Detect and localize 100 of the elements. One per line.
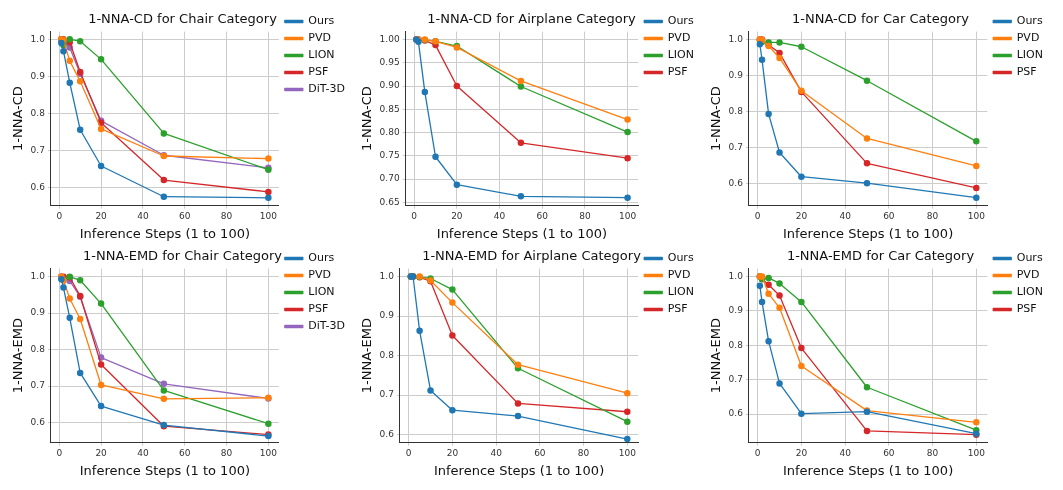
- y-tick-label: 0.7: [30, 380, 45, 391]
- chart-title: 1-NNA-CD for Chair Category: [88, 11, 278, 27]
- legend-label: Ours: [667, 251, 694, 265]
- y-tick-label: 0.95: [379, 57, 400, 68]
- legend-label: PSF: [667, 302, 688, 316]
- y-tick-label: 0.8: [30, 107, 46, 118]
- y-tick-label: 1.0: [728, 270, 744, 281]
- legend-label: LION: [308, 285, 335, 299]
- legend-label: PVD: [308, 31, 331, 45]
- x-tick-label: 60: [883, 211, 895, 222]
- chart-title: 1-NNA-EMD for Airplane Category: [422, 248, 642, 264]
- legend-label: LION: [667, 48, 695, 62]
- y-tick-label: 1.0: [379, 270, 395, 281]
- y-tick-label: 1.0: [30, 33, 46, 44]
- y-tick-label: 0.8: [728, 106, 744, 117]
- y-tick-label: 0.6: [379, 429, 395, 440]
- x-tick-label: 100: [967, 448, 986, 459]
- y-tick-label: 0.9: [728, 69, 744, 80]
- legend-label: LION: [667, 285, 695, 299]
- y-tick-label: 0.8: [30, 343, 46, 354]
- y-tick-label: 0.8: [728, 339, 744, 350]
- y-tick-label: 0.9: [728, 305, 744, 316]
- x-tick-label: 20: [451, 211, 463, 222]
- x-tick-label: 20: [95, 448, 108, 459]
- y-axis-title: 1-NNA-CD: [10, 86, 26, 151]
- x-tick-label: 100: [967, 211, 986, 222]
- y-axis-title: 1-NNA-CD: [708, 86, 724, 151]
- y-tick-label: 0.9: [30, 307, 46, 318]
- legend-label: LION: [308, 48, 335, 62]
- x-axis-title: Inference Steps (1 to 100): [782, 462, 954, 478]
- x-tick-label: 40: [839, 448, 852, 459]
- x-tick-label: 80: [220, 211, 233, 222]
- x-tick-label: 60: [883, 448, 895, 459]
- legend-label: PSF: [1016, 65, 1037, 79]
- y-tick-label: 0.6: [728, 178, 744, 189]
- x-tick-label: 60: [534, 448, 546, 459]
- x-tick-label: 0: [405, 448, 412, 459]
- legend-label: LION: [1016, 285, 1044, 299]
- x-tick-label: 100: [259, 211, 278, 222]
- legend-label: Ours: [308, 14, 335, 28]
- chart-title: 1-NNA-EMD for Chair Category: [82, 248, 283, 264]
- legend-label: PSF: [308, 65, 329, 79]
- x-tick-label: 60: [179, 448, 191, 459]
- y-tick-label: 0.65: [379, 196, 400, 207]
- x-axis-title: Inference Steps (1 to 100): [79, 225, 251, 241]
- y-tick-label: 0.8: [379, 349, 395, 360]
- legend-label: DiT-3D: [308, 319, 346, 333]
- y-axis-title: 1-NNA-EMD: [359, 318, 375, 394]
- legend-label: Ours: [1016, 251, 1043, 265]
- legend-label: PVD: [667, 31, 691, 45]
- legend-label: PVD: [1016, 31, 1040, 45]
- y-axis-title: 1-NNA-EMD: [10, 318, 26, 394]
- x-axis-title: Inference Steps (1 to 100): [782, 225, 954, 241]
- x-tick-label: 20: [95, 211, 108, 222]
- legend-label: PSF: [667, 65, 688, 79]
- legend-label: PVD: [667, 268, 691, 282]
- x-tick-label: 100: [618, 211, 637, 222]
- legend-label: PVD: [1016, 268, 1040, 282]
- x-tick-label: 40: [493, 211, 506, 222]
- x-axis-title: Inference Steps (1 to 100): [436, 225, 608, 241]
- y-tick-label: 1.00: [379, 33, 400, 44]
- y-tick-label: 0.7: [30, 144, 45, 155]
- y-tick-label: 1.0: [30, 270, 46, 281]
- y-tick-label: 0.6: [30, 416, 46, 427]
- y-tick-label: 0.80: [379, 126, 400, 137]
- x-tick-label: 60: [536, 211, 549, 222]
- x-tick-label: 40: [839, 211, 852, 222]
- y-tick-label: 0.6: [30, 181, 46, 192]
- x-tick-label: 80: [926, 211, 939, 222]
- x-tick-label: 0: [56, 211, 63, 222]
- y-tick-label: 0.90: [379, 80, 400, 91]
- x-tick-label: 20: [446, 448, 459, 459]
- y-axis-title: 1-NNA-CD: [359, 86, 375, 151]
- x-tick-label: 60: [179, 211, 191, 222]
- x-tick-label: 80: [577, 448, 590, 459]
- chart-title: 1-NNA-EMD for Car Category: [786, 248, 975, 264]
- x-tick-label: 20: [795, 211, 808, 222]
- x-tick-label: 0: [56, 448, 63, 459]
- legend-label: PSF: [308, 302, 329, 316]
- x-tick-label: 0: [411, 211, 418, 222]
- x-tick-label: 100: [259, 448, 278, 459]
- legend-label: Ours: [667, 14, 694, 28]
- x-tick-label: 80: [579, 211, 591, 222]
- x-tick-label: 0: [754, 448, 761, 459]
- y-tick-label: 0.6: [728, 408, 744, 419]
- legend-label: PVD: [308, 268, 331, 282]
- x-axis-title: Inference Steps (1 to 100): [433, 462, 605, 478]
- legend-label: Ours: [308, 251, 335, 265]
- legend-label: Ours: [1016, 14, 1043, 28]
- x-axis-title: Inference Steps (1 to 100): [79, 462, 251, 478]
- y-tick-label: 0.9: [379, 310, 395, 321]
- y-tick-label: 0.75: [379, 150, 400, 161]
- legend-label: LION: [1016, 48, 1044, 62]
- x-tick-label: 40: [137, 448, 149, 459]
- chart-title: 1-NNA-CD for Car Category: [792, 11, 970, 27]
- chart-title: 1-NNA-CD for Airplane Category: [427, 11, 636, 27]
- y-axis-title: 1-NNA-EMD: [708, 318, 724, 394]
- x-tick-label: 0: [754, 211, 761, 222]
- y-tick-label: 0.9: [30, 70, 46, 81]
- y-tick-label: 0.7: [379, 389, 394, 400]
